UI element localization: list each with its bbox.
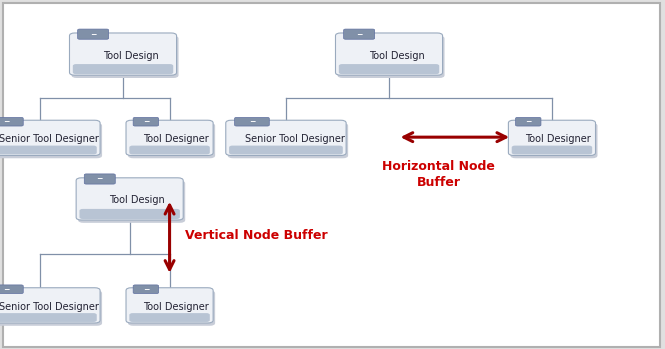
FancyBboxPatch shape <box>73 64 174 74</box>
FancyBboxPatch shape <box>72 36 178 78</box>
Text: −: − <box>356 30 362 39</box>
Text: Tool Designer: Tool Designer <box>525 134 591 144</box>
FancyBboxPatch shape <box>76 178 183 220</box>
FancyBboxPatch shape <box>0 146 97 154</box>
FancyBboxPatch shape <box>0 123 102 158</box>
FancyBboxPatch shape <box>78 181 185 223</box>
FancyBboxPatch shape <box>84 174 115 184</box>
FancyBboxPatch shape <box>133 285 158 294</box>
FancyBboxPatch shape <box>70 33 176 75</box>
FancyBboxPatch shape <box>344 29 374 39</box>
FancyBboxPatch shape <box>0 288 100 323</box>
Text: −: − <box>143 285 149 294</box>
FancyBboxPatch shape <box>509 120 596 156</box>
Text: Senior Tool Designer: Senior Tool Designer <box>0 134 98 144</box>
FancyBboxPatch shape <box>128 123 215 158</box>
FancyBboxPatch shape <box>339 64 439 74</box>
FancyBboxPatch shape <box>226 120 346 156</box>
Text: −: − <box>3 285 9 294</box>
Text: Tool Design: Tool Design <box>369 51 425 61</box>
Text: Tool Design: Tool Design <box>110 195 166 206</box>
Text: Vertical Node Buffer: Vertical Node Buffer <box>185 229 327 242</box>
Text: −: − <box>143 117 149 126</box>
Text: Senior Tool Designer: Senior Tool Designer <box>0 302 98 312</box>
Text: Senior Tool Designer: Senior Tool Designer <box>245 134 344 144</box>
Text: −: − <box>90 30 96 39</box>
Text: −: − <box>249 117 255 126</box>
FancyBboxPatch shape <box>129 146 210 154</box>
FancyBboxPatch shape <box>512 146 593 154</box>
FancyBboxPatch shape <box>0 285 23 294</box>
FancyBboxPatch shape <box>0 120 100 156</box>
Text: −: − <box>96 174 103 184</box>
FancyBboxPatch shape <box>515 117 541 126</box>
FancyBboxPatch shape <box>227 123 348 158</box>
FancyBboxPatch shape <box>126 120 213 156</box>
Text: Tool Designer: Tool Designer <box>143 134 209 144</box>
Text: −: − <box>3 117 9 126</box>
FancyBboxPatch shape <box>511 123 597 158</box>
Text: Tool Design: Tool Design <box>103 51 159 61</box>
FancyBboxPatch shape <box>126 288 213 323</box>
FancyBboxPatch shape <box>129 313 210 322</box>
FancyBboxPatch shape <box>78 29 108 39</box>
FancyBboxPatch shape <box>235 117 269 126</box>
FancyBboxPatch shape <box>80 209 180 219</box>
Text: Tool Designer: Tool Designer <box>143 302 209 312</box>
Text: −: − <box>525 117 531 126</box>
FancyBboxPatch shape <box>0 313 97 322</box>
FancyBboxPatch shape <box>128 290 215 326</box>
FancyBboxPatch shape <box>0 290 102 326</box>
Text: Horizontal Node
Buffer: Horizontal Node Buffer <box>382 161 495 188</box>
FancyBboxPatch shape <box>0 117 23 126</box>
FancyBboxPatch shape <box>229 146 343 154</box>
FancyBboxPatch shape <box>133 117 158 126</box>
FancyBboxPatch shape <box>3 3 660 347</box>
FancyBboxPatch shape <box>337 36 444 78</box>
FancyBboxPatch shape <box>335 33 443 75</box>
